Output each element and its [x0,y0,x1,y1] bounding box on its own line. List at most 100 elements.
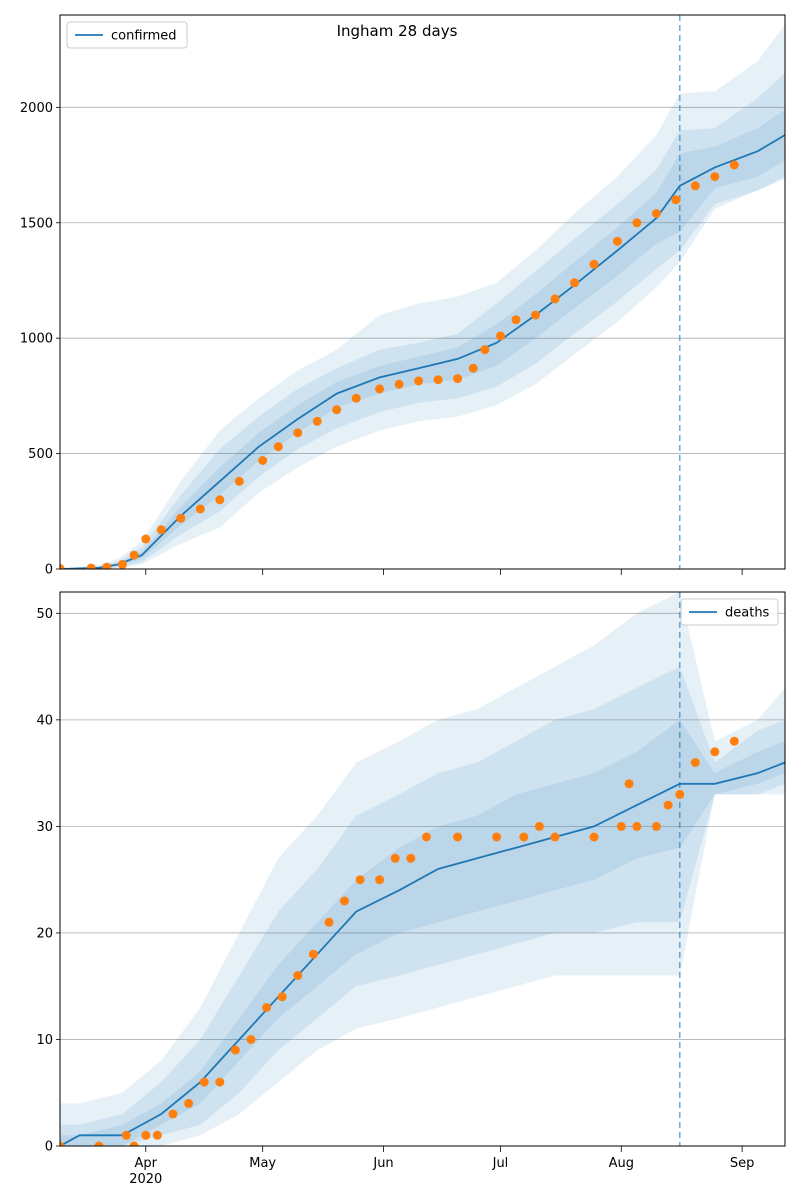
observed-point [632,821,642,831]
observed-point [421,832,431,842]
y-tick-label: 1500 [20,216,53,231]
legend-label: deaths [725,606,770,621]
observed-point [168,1109,178,1119]
observed-point [262,1003,272,1012]
observed-point [230,1045,240,1055]
observed-point [332,405,342,415]
axes-frame [59,14,786,570]
model-line [60,761,785,1146]
x-tick-label: May [249,1156,276,1171]
plot-area [60,15,785,569]
observed-point [616,821,626,831]
observed-point [632,218,642,228]
x-tick-label: Aug [609,1156,634,1171]
uncertainty-band [60,592,785,1146]
observed-point [433,375,443,385]
observed-point [340,896,349,906]
y-tick-label: 30 [36,820,53,835]
observed-point [710,747,720,757]
observed-point [531,310,540,320]
observed-point [324,917,334,927]
observed-point [651,821,661,831]
observed-point [184,1098,194,1108]
observed-point [121,1130,131,1140]
uncertainty-band [60,24,785,569]
observed-point [550,294,560,304]
observed-point [729,736,739,746]
model-line [60,134,785,569]
observed-point [176,513,186,523]
y-tick-label: 0 [45,1140,53,1155]
x-tick-label: Jul [492,1156,509,1171]
observed-point [492,832,502,842]
observed-point [710,172,720,182]
observed-point [141,534,151,544]
observed-point [293,971,303,980]
observed-point [453,832,463,842]
observed-point [519,832,529,842]
y-tick-label: 20 [36,926,53,941]
observed-point [570,278,579,288]
observed-point [651,209,661,218]
uncertainty-band [60,72,785,569]
observed-point [480,345,490,355]
observed-point [406,853,416,863]
observed-point [690,758,700,767]
observed-point [258,456,268,465]
legend-box [680,598,779,626]
observed-point [308,949,318,959]
x-tick-label: Sep [730,1156,755,1171]
observed-point [729,160,739,170]
legend: confirmed [66,21,188,49]
observed-point [117,559,127,569]
confirmed-panel: 0 500 1000 1500 2000 confirmed [20,14,786,578]
observed-point [663,800,673,810]
observed-point [375,875,385,885]
y-tick-label: 500 [28,447,53,462]
y-tick-label: 50 [36,607,53,622]
plot-area [60,592,785,1146]
y-tick-label: 1000 [20,332,53,347]
observed-point [690,181,700,191]
observed-point [129,1141,139,1146]
observed-point [534,821,544,831]
observed-point [152,1130,162,1140]
x-tick-label: Apr [135,1156,158,1171]
legend: deaths [680,598,779,626]
observed-point [86,563,96,569]
legend-box [66,21,188,49]
observed-point [624,779,634,789]
observed-point [394,379,404,389]
observed-point [215,495,225,505]
observed-point [277,992,287,1002]
observed-point [550,832,560,842]
observed-point [468,363,478,373]
chart-title: Ingham 28 days [337,22,458,40]
observed-point [351,393,361,403]
observed-point [589,832,599,842]
observed-point [199,1077,209,1087]
observed-point [273,442,283,452]
observed-point [453,374,463,384]
legend-label: confirmed [111,29,177,44]
observed-point [511,315,521,325]
observed-point [129,550,139,560]
observed-point [612,236,622,246]
uncertainty-band [60,109,785,569]
observed-point [312,416,322,426]
observed-point [215,1077,225,1087]
observed-point [102,562,112,569]
observed-point [60,564,65,569]
observed-point [414,376,424,386]
y-tick-label: 10 [36,1033,53,1048]
observed-point [675,789,685,799]
observed-point [355,875,365,885]
axes-frame [59,591,786,1147]
observed-point [94,1141,104,1146]
y-tick-label: 2000 [20,101,53,116]
observed-point [60,1141,65,1146]
uncertainty-band [60,666,785,1146]
